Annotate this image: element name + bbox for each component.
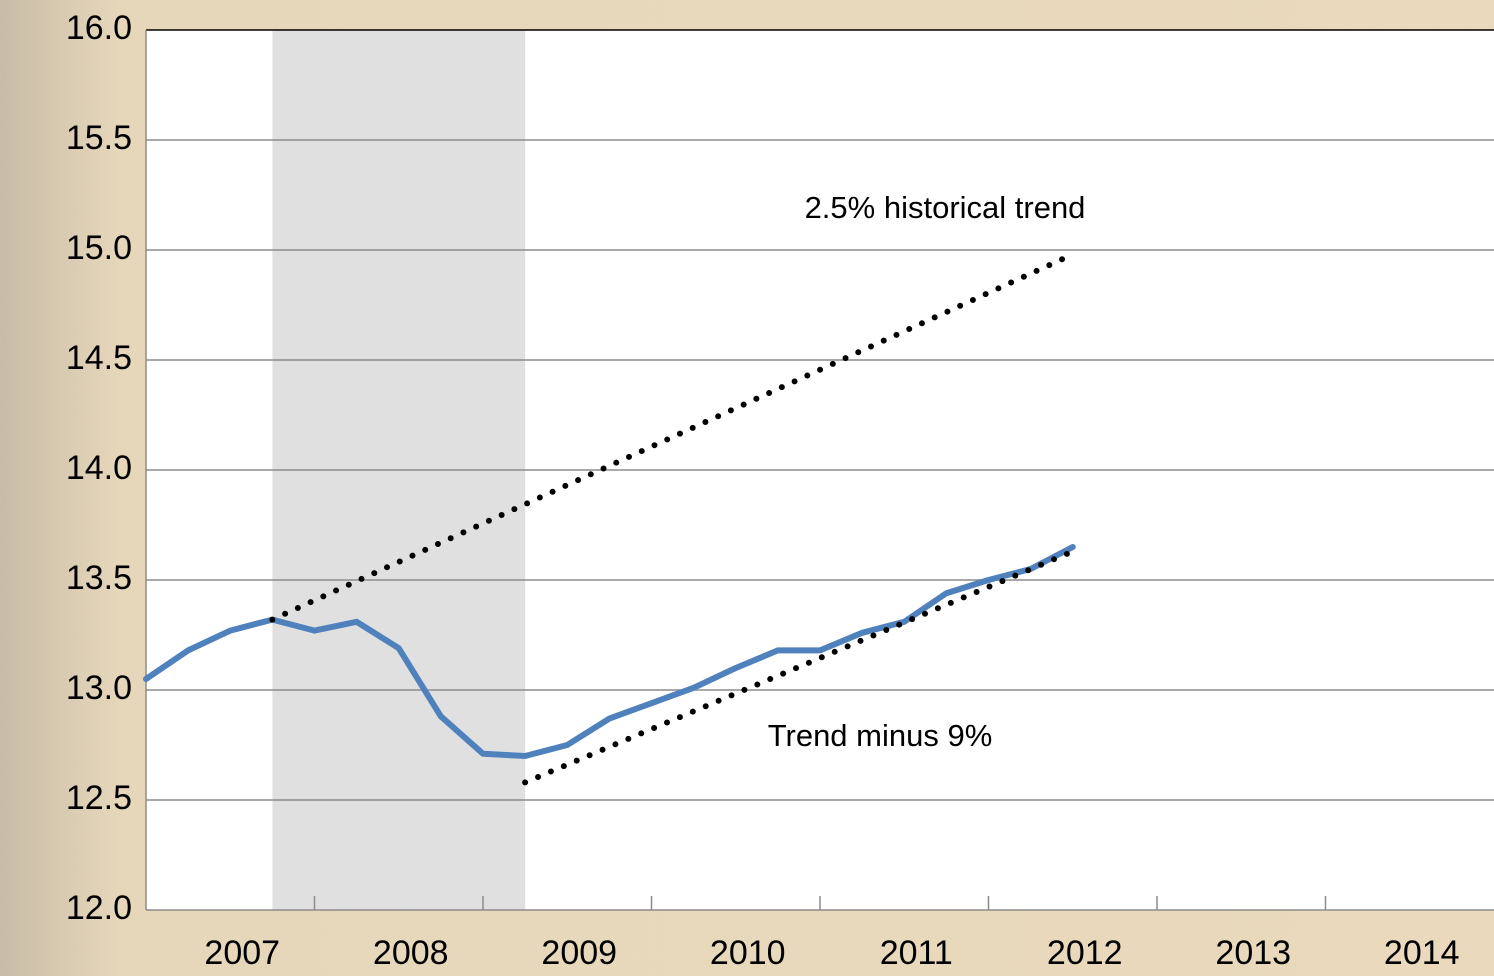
y-tick-label: 13.5 (66, 559, 132, 597)
y-tick-label: 12.5 (66, 779, 132, 817)
x-tick-label: 2011 (880, 934, 953, 972)
y-tick-label: 14.0 (66, 449, 132, 487)
x-tick-label: 2007 (204, 934, 280, 972)
data-line (143, 544, 1076, 759)
y-tick-label: 15.0 (66, 229, 132, 267)
x-tick-label: 2013 (1215, 934, 1291, 972)
x-tick-label: 2012 (1047, 934, 1123, 972)
x-tick-label: 2014 (1384, 934, 1460, 972)
trend-line (522, 548, 1076, 786)
x-tick-label: 2009 (541, 934, 617, 972)
x-tick-label: 2010 (710, 934, 786, 972)
y-tick-label: 12.0 (66, 889, 132, 927)
y-tick-label: 14.5 (66, 339, 132, 377)
annotation: Trend minus 9% (768, 718, 993, 753)
y-tick-label: 16.0 (66, 9, 132, 47)
x-tick-label: 2008 (373, 934, 449, 972)
y-tick-label: 13.0 (66, 669, 132, 707)
y-tick-label: 15.5 (66, 119, 132, 157)
annotation: 2.5% historical trend (805, 190, 1086, 225)
